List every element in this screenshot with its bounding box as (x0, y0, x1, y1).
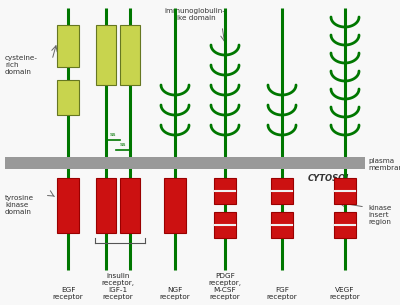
Text: kinase
insert
region: kinase insert region (368, 205, 391, 225)
Text: insulin
receptor,
IGF-1
receptor: insulin receptor, IGF-1 receptor (102, 273, 134, 300)
Bar (334, 212, 356, 238)
Bar (5, 157, 365, 169)
Bar (271, 212, 293, 238)
Text: ss: ss (110, 132, 116, 137)
Text: cysteine-
rich
domain: cysteine- rich domain (5, 55, 38, 75)
Bar (96, 178, 116, 233)
Text: NGF
receptor: NGF receptor (160, 287, 190, 300)
Bar (271, 178, 293, 204)
Bar (164, 178, 186, 233)
Bar (334, 178, 356, 204)
FancyBboxPatch shape (57, 80, 79, 115)
Text: CYTOSOL: CYTOSOL (308, 174, 352, 183)
Bar (214, 212, 236, 238)
FancyBboxPatch shape (57, 25, 79, 67)
Text: FGF
receptor: FGF receptor (267, 287, 297, 300)
Text: ss: ss (120, 142, 126, 147)
Bar (57, 178, 79, 233)
Text: plasma
membrane: plasma membrane (368, 158, 400, 171)
Text: tyrosine
kinase
domain: tyrosine kinase domain (5, 195, 34, 215)
Text: VEGF
receptor: VEGF receptor (330, 287, 360, 300)
Bar (214, 178, 236, 204)
FancyBboxPatch shape (120, 25, 140, 85)
Text: PDGF
receptor,
M-CSF
receptor: PDGF receptor, M-CSF receptor (208, 273, 242, 300)
FancyBboxPatch shape (96, 25, 116, 85)
Text: EGF
receptor: EGF receptor (53, 287, 83, 300)
Bar (120, 178, 140, 233)
Text: immunoglobulin-
like domain: immunoglobulin- like domain (164, 8, 226, 21)
